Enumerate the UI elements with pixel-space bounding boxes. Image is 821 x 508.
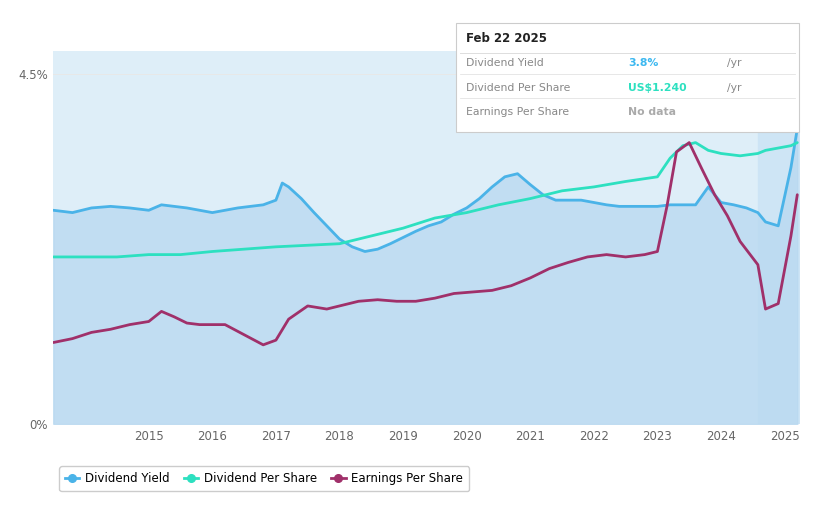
Text: Earnings Per Share: Earnings Per Share xyxy=(466,107,569,117)
Text: No data: No data xyxy=(628,107,676,117)
Text: /yr: /yr xyxy=(727,83,741,93)
Bar xyxy=(758,51,800,424)
Text: Past: Past xyxy=(759,83,782,93)
Text: 3.8%: 3.8% xyxy=(628,58,658,69)
Text: Dividend Yield: Dividend Yield xyxy=(466,58,544,69)
Text: /yr: /yr xyxy=(727,58,741,69)
Legend: Dividend Yield, Dividend Per Share, Earnings Per Share: Dividend Yield, Dividend Per Share, Earn… xyxy=(59,466,470,491)
Text: Feb 22 2025: Feb 22 2025 xyxy=(466,32,547,45)
Text: Dividend Per Share: Dividend Per Share xyxy=(466,83,570,93)
Text: US$1.240: US$1.240 xyxy=(628,83,686,93)
